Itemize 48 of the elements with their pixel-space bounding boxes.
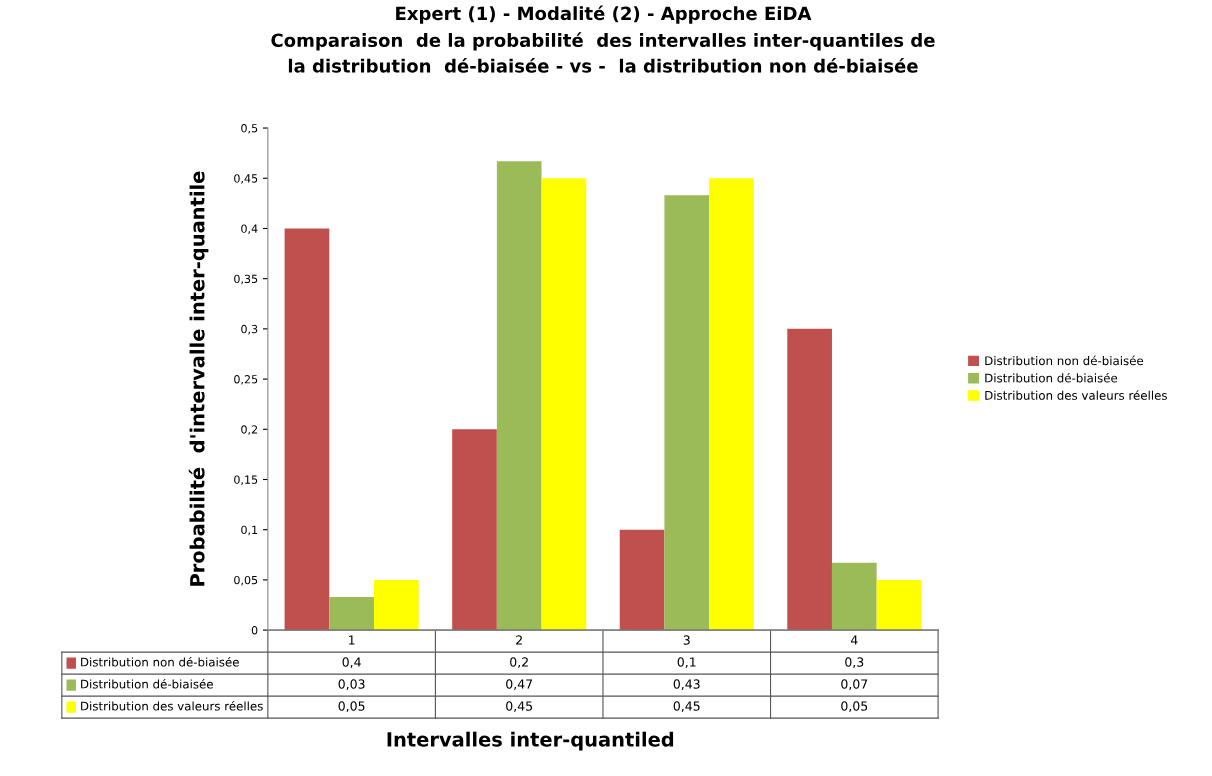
y-tick-label: 0,2 [241, 425, 258, 435]
y-tick-label: 0,25 [234, 375, 258, 385]
legend-label: Distribution non dé-biaisée [81, 656, 239, 667]
bar [373, 579, 419, 631]
x-tick-label: 1 [349, 635, 355, 645]
y-tick-label: 0,3 [241, 324, 258, 335]
y-tick-label: 0 [251, 626, 258, 635]
bar [787, 328, 832, 631]
data-label: 0,3 [845, 657, 864, 669]
y-tick-label: 0,1 [241, 525, 258, 536]
data-label: 0,1 [677, 657, 696, 669]
y-tick-label: 0,45 [234, 174, 258, 184]
text: Distribution dé-biaisée [81, 678, 213, 689]
data-label: 0,47 [506, 679, 533, 691]
data-label: 0,05 [841, 701, 868, 713]
y-tick-label: 0,05 [234, 575, 258, 586]
text: Distribution non dé-biaisée [985, 355, 1144, 366]
data-label: 0,45 [673, 701, 700, 713]
bar [876, 579, 922, 631]
bar [496, 161, 542, 631]
bar [452, 429, 497, 631]
y-tick-label: 0,4 [241, 224, 258, 234]
x-tick-label: 4 [850, 635, 858, 645]
bar [541, 178, 587, 631]
chart-title: Expert (1) - Modalité (2) - Approche EiDA Comparaison de la probabilité des intervalles inter-quantiles de la distribution dé-biaisée - vs - la distribution non dé-biaisée [271, 5, 935, 73]
bar [664, 195, 710, 631]
data-label: 0,03 [338, 679, 365, 691]
x-axis-title: Intervalles inter-quantiled [387, 731, 674, 751]
legend-label: Distribution des valeurs réelles [985, 390, 1167, 400]
bar [329, 596, 374, 631]
y-tick-label: 0,5 [241, 124, 258, 134]
x-tick-label: 3 [683, 635, 690, 645]
x-tick-label: 2 [516, 635, 522, 645]
data-label: 0,4 [342, 657, 361, 669]
data-label: 0,07 [841, 679, 868, 691]
data-label: 0,05 [338, 701, 365, 713]
legend-label: Distribution dé-biaisée [985, 372, 1118, 383]
data-label: 0,43 [673, 679, 700, 691]
text: Distribution des valeurs réelles [81, 700, 263, 711]
bar [284, 228, 330, 631]
y-tick-label: 0,35 [234, 274, 258, 285]
y-axis-title: Probabilité d'intervalle inter-quantile [188, 171, 209, 586]
data-label: 0,2 [510, 657, 528, 669]
bar [709, 178, 754, 631]
y-tick-label: 0,15 [234, 475, 258, 485]
bar [619, 529, 665, 631]
data-label: 0,45 [506, 701, 533, 713]
bar [831, 562, 877, 631]
